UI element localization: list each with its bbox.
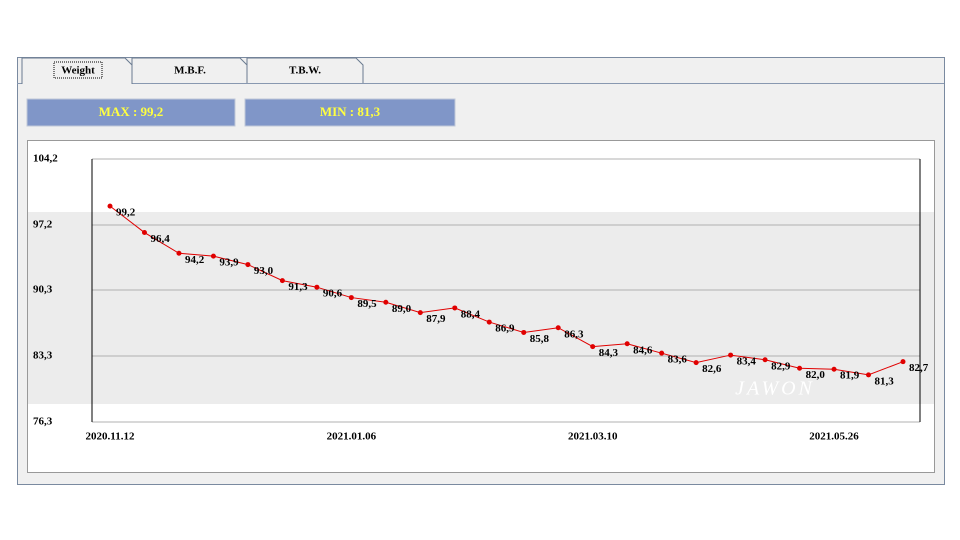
point [590, 344, 596, 350]
stat-box [26, 98, 236, 127]
point [348, 295, 354, 301]
stat-box [244, 98, 456, 127]
point [866, 372, 872, 378]
data-label: 88,4 [461, 308, 481, 320]
data-label: 89,5 [357, 298, 377, 310]
min-stat: MIN : 81,3 [320, 104, 381, 119]
point [693, 360, 699, 366]
point [486, 319, 492, 325]
line [109, 205, 904, 376]
data-label: 84,3 [599, 347, 619, 359]
y-tick-label: 83,3 [33, 350, 53, 362]
tab-weight[interactable] [21, 57, 133, 84]
point [762, 357, 768, 363]
point [210, 253, 216, 259]
point [245, 262, 251, 268]
point [141, 230, 147, 236]
data-label: 94,2 [185, 254, 205, 266]
data-label: 89,0 [392, 303, 412, 315]
point [176, 250, 182, 256]
tab-label[interactable]: M.B.F. [174, 65, 206, 77]
data-label: 85,8 [530, 333, 550, 345]
data-label: 82,9 [771, 360, 791, 372]
max-stat: MAX : 99,2 [99, 104, 164, 119]
data-label: 82,0 [806, 369, 826, 381]
point [900, 359, 906, 365]
point [452, 305, 458, 311]
point [555, 325, 561, 331]
point [279, 278, 285, 284]
data-label: 82,7 [909, 362, 929, 374]
data-label: 99,2 [116, 207, 136, 219]
data-label: 86,9 [495, 323, 515, 335]
data-label: 83,4 [737, 356, 757, 368]
data-label: 82,6 [702, 363, 722, 375]
x-tick-label: 2021.05.26 [809, 431, 859, 443]
data-label: 91,3 [288, 281, 308, 293]
point [417, 310, 423, 316]
data-label: 87,9 [426, 313, 446, 325]
point [107, 203, 113, 209]
y-tick-label: 76,3 [33, 416, 53, 428]
point [659, 350, 665, 356]
data-label: 84,6 [633, 344, 653, 356]
data-label: 81,3 [875, 375, 895, 387]
x-tick-label: 2021.01.06 [327, 431, 377, 443]
data-label: 81,9 [840, 370, 860, 382]
y-tick-label: 97,2 [33, 219, 53, 231]
tab-tbw[interactable] [246, 57, 364, 83]
data-label: 86,3 [564, 328, 584, 340]
y-tick-label: 104,2 [33, 153, 58, 165]
point [521, 329, 527, 335]
plot: 76,3 83,3 90,3 97,2 104,2 2020.11.12 2021.01.0… [33, 153, 929, 443]
point [831, 366, 837, 372]
x-tick-label: 2020.11.12 [86, 431, 135, 443]
data-label: 93,0 [254, 265, 274, 277]
data-label: 93,9 [219, 257, 239, 269]
tab-label[interactable]: Weight [61, 65, 95, 77]
point [624, 341, 630, 347]
watermark: JAWON [735, 378, 815, 400]
point [728, 352, 734, 358]
y-tick-label: 90,3 [33, 284, 53, 296]
data-label: 83,6 [668, 354, 688, 366]
band [28, 212, 934, 404]
x-tick-label: 2021.03.10 [568, 431, 618, 443]
point [314, 284, 320, 290]
data-label: 96,4 [150, 233, 170, 245]
tab-label[interactable]: T.B.W. [289, 65, 321, 77]
focus-box [53, 61, 103, 79]
data-label: 90,6 [323, 288, 343, 300]
point [383, 299, 389, 305]
point [797, 365, 803, 371]
